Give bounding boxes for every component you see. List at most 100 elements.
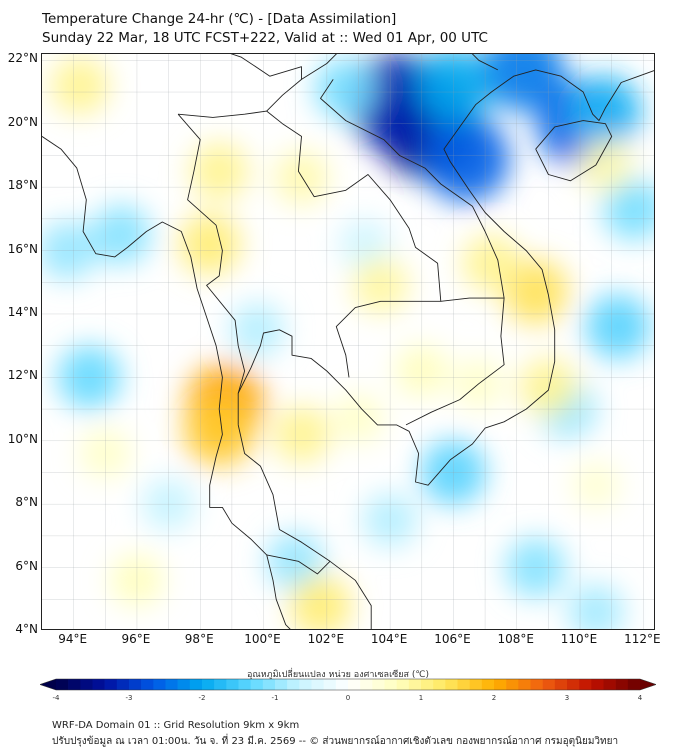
colorbar-cell — [262, 679, 276, 690]
longitude-label: 96°E — [121, 632, 151, 646]
colorbar-cell — [335, 679, 349, 690]
colorbar-cell — [469, 679, 483, 690]
colorbar-cell — [433, 679, 446, 690]
temperature-anomaly-blob — [339, 218, 391, 270]
coastlines-and-borders — [42, 54, 654, 629]
colorbar-tick-label: -2 — [198, 694, 206, 702]
model-info: WRF-DA Domain 01 :: Grid Resolution 9km … — [52, 720, 300, 731]
boundary-line — [266, 554, 331, 575]
colorbar-cell — [92, 679, 105, 690]
colorbar-cell — [494, 679, 507, 690]
colorbar-cell — [372, 679, 385, 690]
latitude-label: 14°N — [7, 304, 38, 319]
latitude-label: 12°N — [7, 368, 38, 383]
colorbar-outline — [40, 678, 656, 691]
colorbar-cell — [506, 679, 519, 690]
longitude-label: 106°E — [434, 632, 471, 646]
map-subtitle: Sunday 22 Mar, 18 UTC FCST+222, Valid at… — [42, 30, 488, 46]
temperature-field — [42, 54, 654, 629]
temperature-anomaly-blob — [91, 204, 152, 265]
colorbar-cell — [56, 679, 69, 690]
colorbar-cell — [165, 679, 178, 690]
temperature-anomaly-blob — [315, 58, 377, 120]
longitude-label: 110°E — [560, 632, 598, 646]
colorbar-cell — [299, 679, 312, 690]
colorbar-cell — [567, 679, 580, 690]
longitude-label: 94°E — [58, 632, 88, 646]
colorbar-cell — [603, 679, 616, 690]
latitude-label: 20°N — [7, 114, 38, 129]
colorbar-cell — [481, 679, 495, 690]
temperature-anomaly-blob — [571, 460, 621, 510]
temperature-anomaly-blob — [272, 405, 331, 464]
boundary-line — [177, 113, 246, 394]
colorbar-tick-label: 1 — [418, 694, 424, 702]
colorbar-cell — [189, 679, 203, 690]
colorbar-cell — [408, 679, 422, 690]
lat-lon-grid — [42, 54, 654, 629]
temperature-anomaly-blob — [603, 178, 654, 241]
colorbar-tick-label: 3 — [564, 694, 570, 702]
colorbar-cell — [384, 679, 397, 690]
colorbar-cell — [579, 679, 592, 690]
boundary-line — [178, 110, 442, 378]
colorbar-cell — [421, 679, 434, 690]
latitude-label: 6°N — [15, 558, 38, 573]
colorbar-cell — [80, 679, 93, 690]
colorbar-cell — [323, 679, 337, 690]
boundary-line — [42, 136, 291, 629]
map-panel — [41, 53, 655, 630]
temperature-anomaly-blob — [569, 74, 642, 148]
colorbar-title: อุณหภูมิเปลี่ยนแปลง หน่วย องศาเซลเซียส (… — [246, 670, 430, 680]
latitude-label: 22°N — [7, 51, 38, 66]
temperature-anomaly-blob — [567, 583, 624, 629]
temperature-anomaly-blob — [183, 395, 255, 467]
temperature-anomaly-blob — [190, 142, 249, 201]
longitude-label: 104°E — [370, 632, 408, 646]
colorbar-cell — [554, 679, 568, 690]
temperature-anomaly-blob — [230, 302, 285, 358]
colorbar-tick-label: 2 — [491, 694, 497, 702]
colorbar-tick-label: -3 — [125, 694, 133, 702]
temperature-anomaly-blob — [578, 137, 633, 193]
colorbar-tick-label: -1 — [271, 694, 279, 702]
boundary-line — [535, 120, 613, 182]
colorbar-cell — [311, 679, 324, 690]
update-credit: ปรับปรุงข้อมูล ณ เวลา 01:00น. วัน จ. ที่… — [52, 736, 619, 747]
map-title: Temperature Change 24-hr (℃) - [Data Ass… — [42, 11, 397, 27]
temperature-anomaly-blob — [274, 150, 329, 205]
colorbar — [40, 678, 656, 691]
temperature-change-map — [42, 54, 654, 629]
longitude-label: 98°E — [184, 632, 214, 646]
colorbar-cell — [238, 679, 251, 690]
latitude-label: 4°N — [15, 622, 38, 636]
latitude-label: 18°N — [7, 178, 38, 193]
boundary-line — [237, 69, 654, 486]
colorbar-cell — [627, 679, 641, 690]
longitude-label: 108°E — [497, 632, 534, 646]
temperature-anomaly-blob — [352, 257, 409, 314]
colorbar-cell — [275, 679, 288, 690]
longitude-label: 112°E — [624, 632, 661, 646]
temperature-anomaly-blob — [50, 56, 109, 115]
boundary-line — [320, 79, 505, 426]
colorbar-cell — [129, 679, 142, 690]
colorbar-cell — [396, 679, 410, 690]
longitude-label: 102°E — [307, 632, 345, 646]
colorbar-max-arrow — [640, 679, 656, 690]
colorbar-cell — [250, 679, 264, 690]
colorbar-tick-label: 0 — [345, 694, 351, 702]
colorbar-cell — [177, 679, 191, 690]
latitude-label: 8°N — [15, 495, 38, 510]
colorbar-cell — [141, 679, 154, 690]
boundary-line — [301, 54, 499, 80]
temperature-anomaly-blob — [178, 213, 241, 276]
colorbar-min-arrow — [40, 679, 56, 690]
colorbar-cell — [116, 679, 130, 690]
colorbar-cell — [68, 679, 81, 690]
colorbar-cell — [457, 679, 470, 690]
colorbar-cell — [348, 679, 361, 690]
temperature-anomaly-blob — [289, 574, 352, 629]
colorbar-cell — [287, 679, 300, 690]
colorbar-tick-label: -4 — [52, 694, 60, 702]
